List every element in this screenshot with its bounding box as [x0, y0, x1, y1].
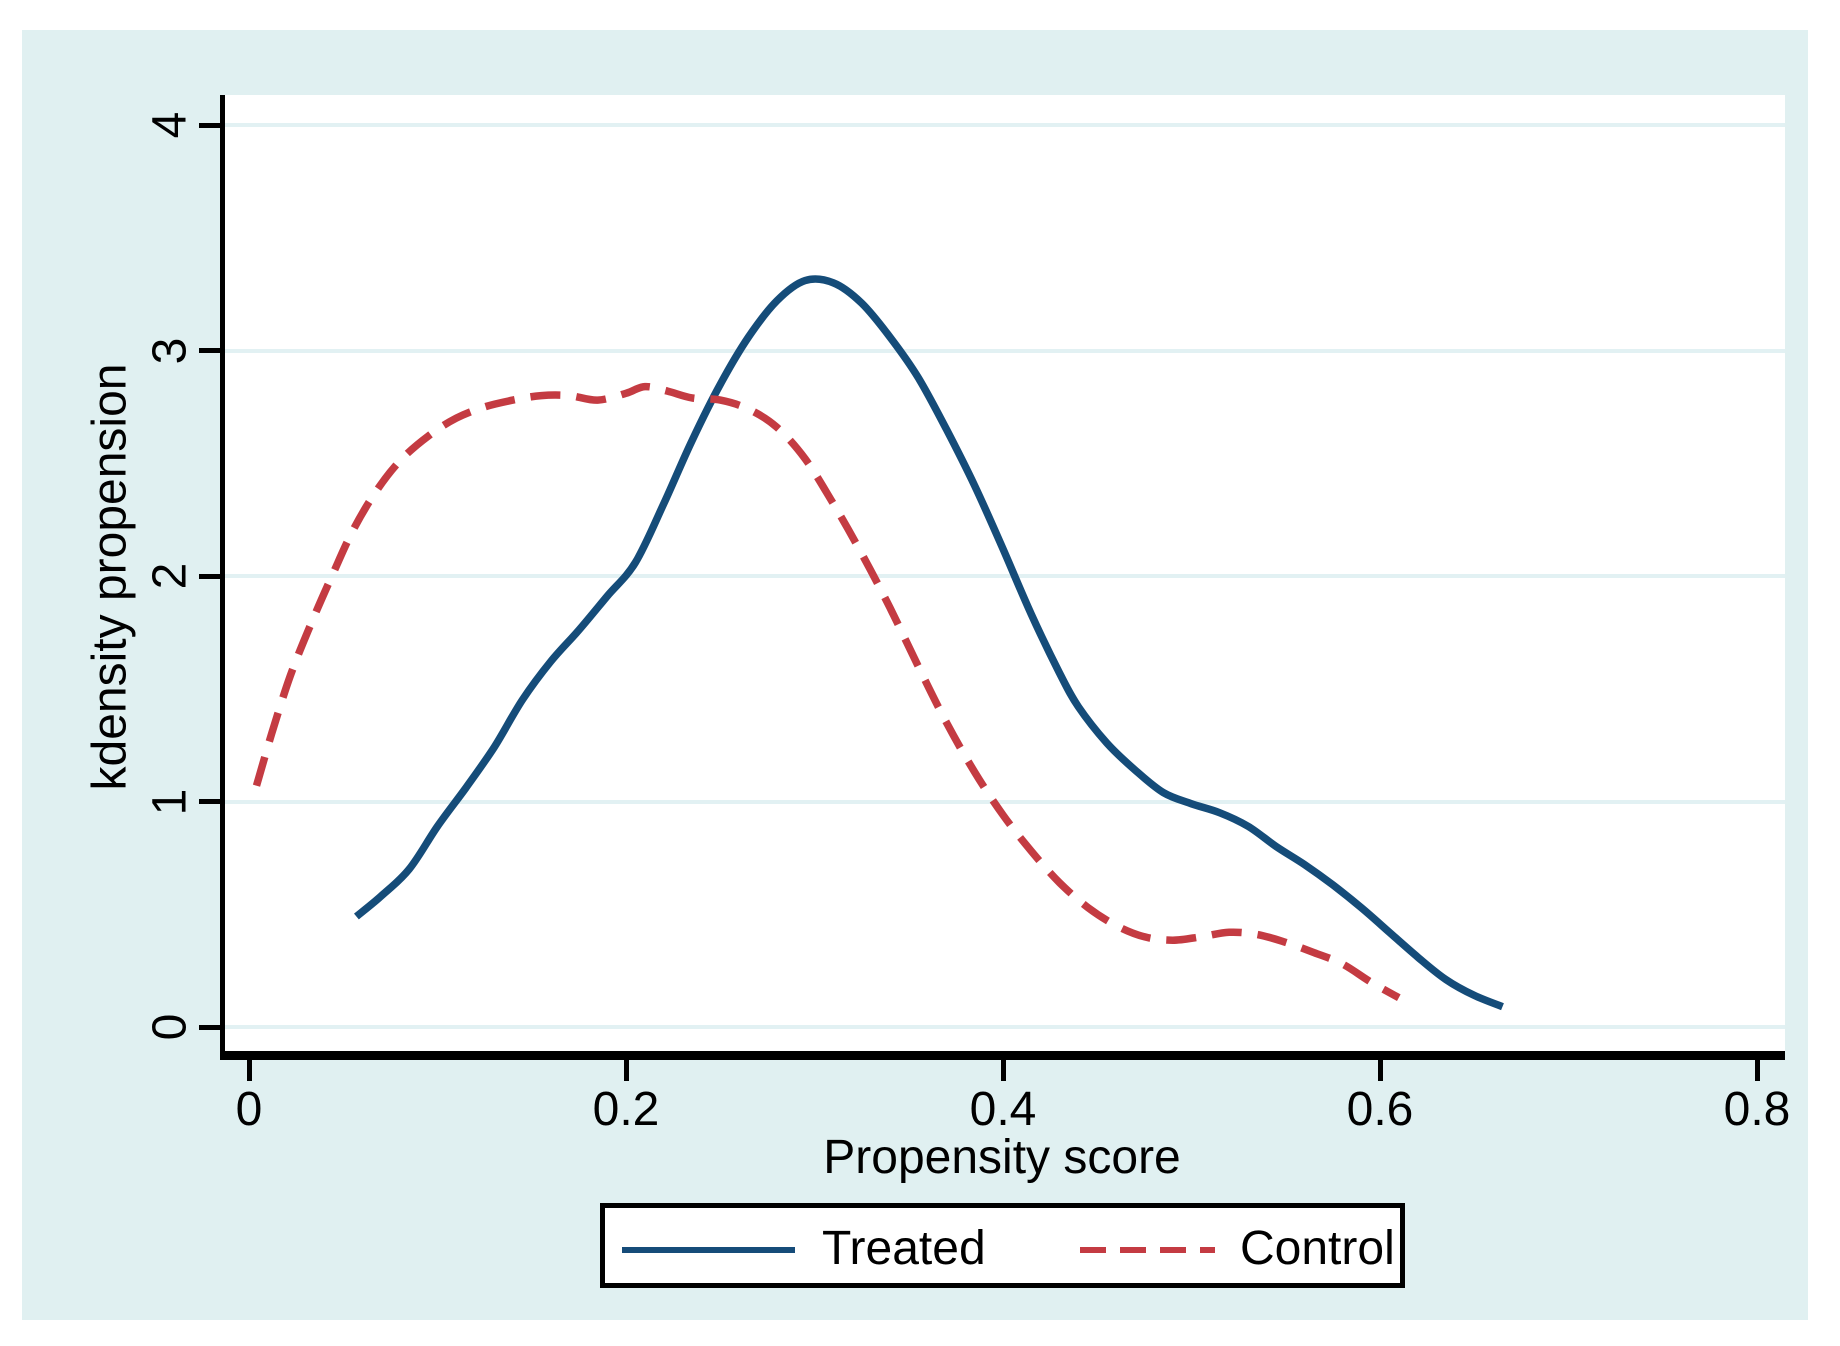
x-axis-title: Propensity score	[823, 1131, 1181, 1184]
x-tick-label: 0.8	[1723, 1083, 1791, 1136]
y-tick-label: 4	[143, 111, 197, 139]
x-tick-label: 0	[235, 1083, 263, 1136]
x-axis-line	[220, 1051, 1785, 1060]
y-axis-line	[220, 95, 225, 1060]
legend: Treated Control	[600, 1203, 1405, 1288]
gridline-y-4	[225, 123, 1785, 127]
x-tick-0	[246, 1060, 252, 1081]
treated-line-sample	[622, 1247, 795, 1253]
gridline-y-3	[225, 348, 1785, 353]
legend-label-control: Control	[1240, 1222, 1395, 1275]
y-tick-label: 3	[143, 337, 197, 364]
y-tick-1	[199, 799, 220, 804]
control-line-sample	[1080, 1247, 1215, 1253]
graph-card: 0 0.2 0.4 0.6 0.8 0 1 2 3 4 Propensity score kde…	[22, 30, 1808, 1320]
x-tick-0.6	[1377, 1060, 1383, 1081]
y-tick-4	[199, 122, 220, 128]
gridline-y-1	[225, 799, 1785, 804]
legend-label-treated: Treated	[822, 1222, 986, 1275]
x-tick-label: 0.6	[1346, 1083, 1414, 1136]
density-curves	[252, 275, 1504, 1011]
y-axis-title: kdensity propension	[83, 363, 137, 791]
x-tick-label: 0.2	[592, 1083, 660, 1136]
y-tick-label: 1	[143, 788, 197, 815]
y-tick-label: 0	[143, 1013, 197, 1041]
x-tick-0.2	[623, 1060, 629, 1081]
y-tick-3	[199, 348, 220, 353]
x-tick-0.4	[1000, 1060, 1006, 1081]
x-tick-0.8	[1754, 1060, 1760, 1081]
y-tick-0	[199, 1024, 220, 1030]
gridline-y-0	[225, 1025, 1785, 1029]
curve-treated	[354, 275, 1504, 1011]
gridline-y-2	[225, 574, 1785, 578]
x-tick-label: 0.4	[969, 1083, 1037, 1136]
y-tick-label: 2	[143, 562, 197, 590]
y-tick-2	[199, 573, 220, 579]
curve-control	[252, 382, 1401, 1001]
